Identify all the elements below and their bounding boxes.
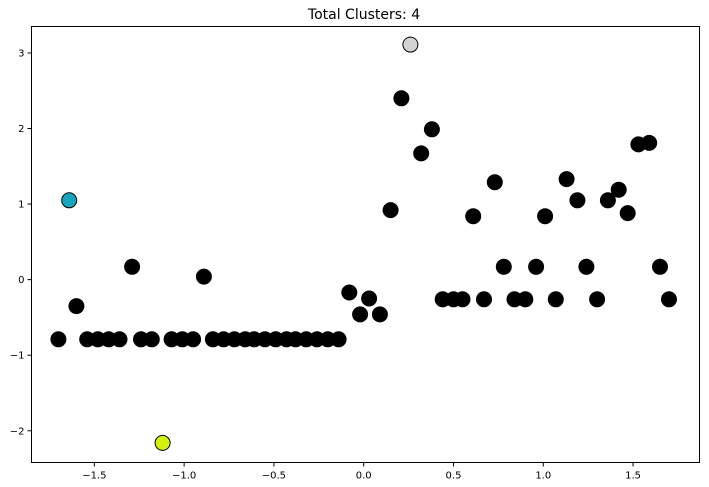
data-point [476,291,492,308]
points-layer [50,36,677,451]
data-point [537,208,554,225]
data-point [413,145,430,162]
data-point [652,258,668,275]
data-point [371,306,388,323]
y-tick-label: 2 [18,124,24,135]
data-point [661,291,677,308]
data-point [50,331,67,348]
data-point [361,290,378,307]
plot-area-frame [31,26,700,463]
data-point [528,258,545,275]
data-point [195,268,212,285]
x-tick-label: −1.0 [172,471,196,482]
x-tick-label: −1.5 [82,471,106,482]
y-tick-label: 0 [18,275,24,286]
data-point [558,171,575,188]
data-point [495,258,512,275]
data-point [382,202,399,219]
y-tick-label: −1 [10,351,25,362]
data-point [547,291,564,308]
data-point [589,291,606,308]
data-point [641,134,658,151]
data-point [352,306,369,323]
data-point [465,208,482,225]
data-point [185,331,202,348]
y-tick-label: 1 [18,200,24,211]
x-tick-label: 0.5 [446,471,462,482]
data-point [124,258,141,275]
data-point [454,291,471,308]
data-point [154,434,171,451]
data-point [569,192,586,209]
data-point [341,284,358,301]
x-tick-label: 0.0 [356,471,372,482]
chart-title: Total Clusters: 4 [307,7,420,23]
data-point [393,90,410,107]
data-point [330,331,347,348]
data-point [402,36,419,53]
data-point [143,331,160,348]
data-point [423,121,440,138]
data-point [578,258,595,275]
data-point [610,181,627,198]
data-point [111,331,128,348]
x-tick-label: 1.0 [535,471,551,482]
data-point [68,298,85,315]
x-tick-label: −0.5 [262,471,286,482]
y-tick-label: −2 [10,426,25,437]
y-axis: −2 −1 0 1 2 3 [10,48,32,437]
x-axis: −1.5 −1.0 −0.5 0.0 0.5 1.0 1.5 [82,462,641,482]
data-point [486,174,503,191]
data-point [619,205,636,222]
data-point [61,192,78,209]
y-tick-label: 3 [18,48,24,59]
data-point [517,291,534,308]
x-tick-label: 1.5 [625,471,641,482]
data-point [599,192,616,209]
